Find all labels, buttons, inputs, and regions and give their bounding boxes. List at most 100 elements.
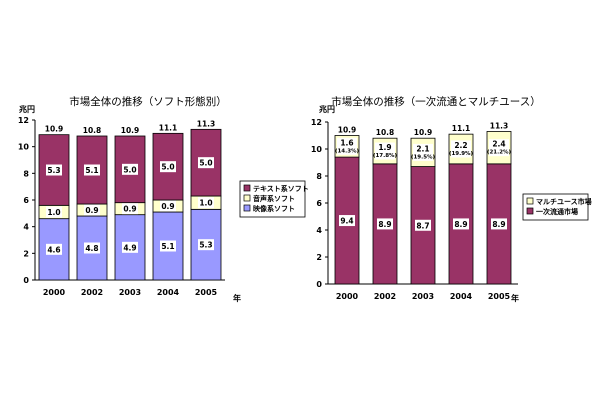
y-tick-label: 4 xyxy=(23,223,29,232)
total-label: 10.8 xyxy=(83,126,102,135)
legend-label: テキスト系ソフト xyxy=(253,184,309,193)
data-label-box xyxy=(84,242,100,254)
data-label-box xyxy=(489,139,509,157)
data-label-box xyxy=(122,203,138,215)
total-label: 10.9 xyxy=(45,125,64,134)
data-label: 1.0 xyxy=(47,208,60,217)
data-label-box xyxy=(160,161,176,173)
y-tick-label: 0 xyxy=(316,280,322,289)
legend-box xyxy=(239,180,306,218)
data-label-box xyxy=(46,243,62,255)
y-tick-label: 0 xyxy=(23,276,29,285)
y-tick-label: 8 xyxy=(316,172,322,181)
data-label: 4.9 xyxy=(123,243,136,252)
data-label-box xyxy=(453,218,469,230)
pct-label: (19.9%) xyxy=(449,151,474,157)
data-label-box xyxy=(415,219,431,231)
data-label-box xyxy=(198,239,214,251)
data-label: 2.2 xyxy=(454,141,467,150)
y-tick-label: 6 xyxy=(316,199,322,208)
legend-swatch xyxy=(243,184,251,192)
x-tick-label: 2003 xyxy=(412,292,434,301)
data-label-box xyxy=(122,163,138,175)
y-tick-label: 12 xyxy=(311,118,322,127)
bars: 9.4 1.6(14.3%) 10.9 8.9 1.9(17.8%) 10.8 8.7 2.1… xyxy=(334,121,512,285)
y-tick-label: 2 xyxy=(316,253,322,262)
data-label: 9.4 xyxy=(340,217,353,226)
total-label: 10.8 xyxy=(376,128,395,137)
total-label: 10.9 xyxy=(414,128,433,137)
data-label: 5.1 xyxy=(85,166,98,175)
y-tick-label: 8 xyxy=(23,169,29,178)
x-unit-label: 年 xyxy=(511,293,519,303)
data-label-box xyxy=(84,164,100,176)
bars: 4.6 1.0 5.3 10.9 4.8 0.9 5.1 10.8 4.9 0.9 5.0 10.9 5… xyxy=(38,119,222,281)
data-label: 0.9 xyxy=(161,202,174,211)
data-label: 2.4 xyxy=(492,140,505,149)
y-tick-label: 6 xyxy=(23,196,29,205)
data-label-box xyxy=(160,200,176,212)
total-label: 11.3 xyxy=(197,119,216,128)
data-label: 8.7 xyxy=(416,221,429,230)
data-label: 4.8 xyxy=(85,244,98,253)
legend-swatch xyxy=(526,197,534,205)
pct-label: (21.2%) xyxy=(487,150,512,156)
data-label: 1.9 xyxy=(378,143,391,152)
data-label-box xyxy=(375,142,395,160)
data-label: 8.9 xyxy=(454,220,467,229)
data-label: 0.9 xyxy=(123,205,136,214)
x-unit-label: 年 xyxy=(233,293,241,303)
data-label-box xyxy=(198,157,214,169)
data-label: 5.0 xyxy=(199,159,212,168)
y-tick-label: 2 xyxy=(23,249,29,258)
data-label-box xyxy=(377,218,393,230)
legend-label: 音声系ソフト xyxy=(253,194,295,203)
data-label-box xyxy=(122,241,138,253)
legend-label: 一次流通市場 xyxy=(536,207,578,216)
x-tick-label: 2002 xyxy=(374,292,396,301)
data-label: 8.9 xyxy=(492,220,505,229)
data-label: 8.9 xyxy=(378,220,391,229)
chart-distribution: 市場全体の推移（一次流通とマルチユース） 兆円 年 0 2 4 6 8 10 12 2000 2… xyxy=(311,95,592,303)
data-label: 5.1 xyxy=(161,242,174,251)
total-label: 11.1 xyxy=(452,124,471,133)
chart-software-format: 市場全体の推移（ソフト形態別） 兆円 年 0 2 4 6 8 10 12 2000 2002 20… xyxy=(18,95,309,303)
pct-label: (17.8%) xyxy=(373,153,398,159)
pct-label: (19.5%) xyxy=(411,154,436,160)
data-label-box xyxy=(337,137,357,155)
data-label-box xyxy=(451,140,471,158)
data-label: 5.0 xyxy=(161,163,174,172)
data-label-box xyxy=(160,240,176,252)
data-label: 4.6 xyxy=(47,245,60,254)
data-label: 5.3 xyxy=(199,241,212,250)
x-tick-label: 2003 xyxy=(119,288,141,297)
y-unit-label: 兆円 xyxy=(319,104,335,114)
x-tick-label: 2000 xyxy=(336,292,359,301)
data-label: 1.0 xyxy=(199,199,212,208)
x-tick-label: 2000 xyxy=(43,288,66,297)
total-label: 10.9 xyxy=(121,126,140,135)
data-label: 2.1 xyxy=(416,144,429,153)
data-label: 5.0 xyxy=(123,165,136,174)
total-label: 10.9 xyxy=(338,126,357,135)
data-label: 0.9 xyxy=(85,206,98,215)
legend-box xyxy=(522,193,589,221)
data-label-box xyxy=(198,197,214,209)
total-label: 11.3 xyxy=(490,121,509,130)
data-label: 1.6 xyxy=(340,138,353,147)
legend-label: マルチユース市場 xyxy=(536,197,592,206)
data-label-box xyxy=(491,218,507,230)
pct-label: (14.3%) xyxy=(335,148,360,154)
y-tick-label: 10 xyxy=(18,143,30,152)
data-label: 5.3 xyxy=(47,166,60,175)
x-tick-label: 2005 xyxy=(195,288,218,297)
data-label-box xyxy=(46,206,62,218)
data-label-box xyxy=(46,164,62,176)
chart-title: 市場全体の推移（ソフト形態別） xyxy=(69,95,227,108)
chart-title: 市場全体の推移（一次流通とマルチユース） xyxy=(331,95,540,108)
y-tick-label: 4 xyxy=(316,226,322,235)
total-label: 11.1 xyxy=(159,123,178,132)
